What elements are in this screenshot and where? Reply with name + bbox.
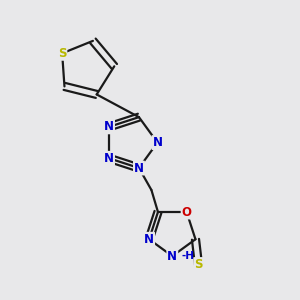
Text: N: N (144, 233, 154, 246)
Text: N: N (134, 161, 144, 175)
Text: O: O (182, 206, 192, 218)
Text: N: N (152, 136, 162, 149)
Text: N: N (167, 250, 177, 262)
Text: N: N (104, 152, 114, 165)
Text: S: S (58, 47, 66, 60)
Text: N: N (104, 120, 114, 133)
Text: -H: -H (181, 251, 194, 261)
Text: S: S (194, 258, 203, 271)
